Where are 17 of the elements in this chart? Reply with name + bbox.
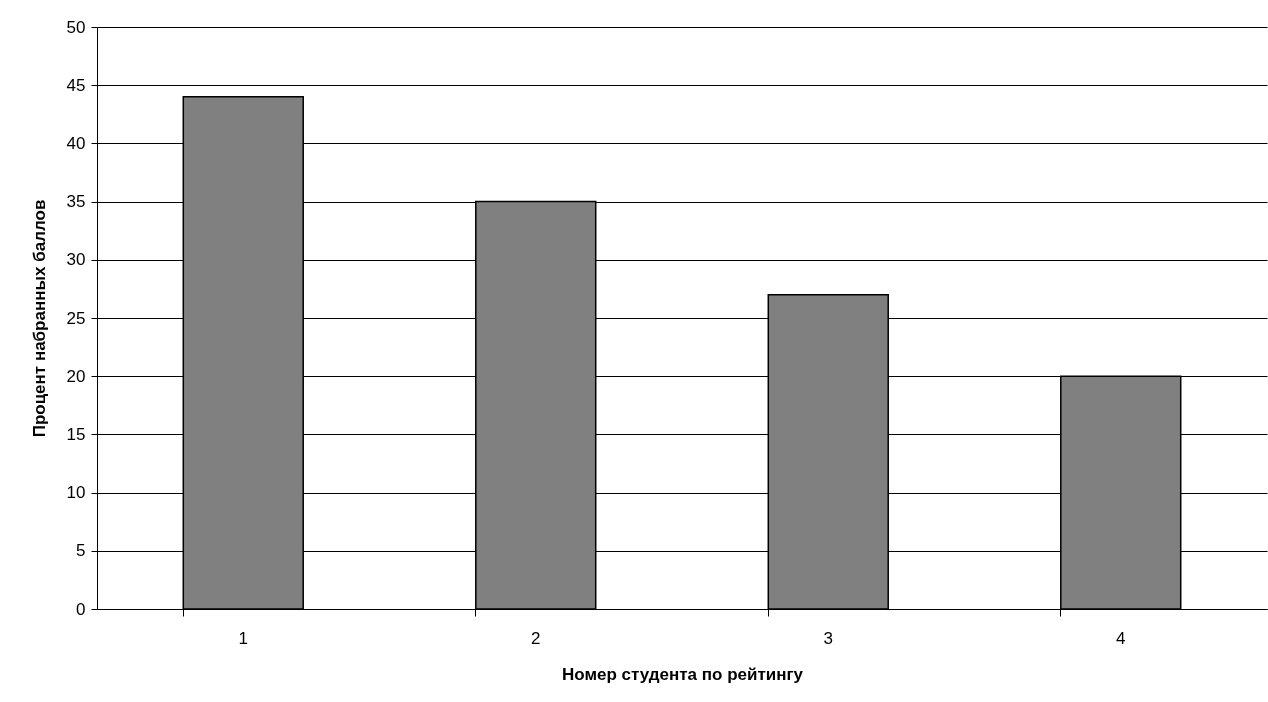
- y-tick-label: 30: [66, 250, 86, 270]
- x-tick-label: 4: [1116, 628, 1126, 648]
- y-tick-label: 35: [66, 192, 86, 212]
- y-axis-title: Процент набранных баллов: [29, 199, 49, 438]
- y-tick-label: 50: [66, 17, 86, 37]
- y-tick-label: 45: [66, 75, 86, 95]
- x-tick-label: 1: [238, 628, 248, 648]
- x-tick-label: 2: [531, 628, 541, 648]
- x-axis-title: Номер студента по рейтингу: [561, 664, 804, 684]
- x-tick-label: 3: [823, 628, 833, 648]
- y-tick-label: 10: [66, 483, 86, 503]
- y-tick-label: 40: [66, 133, 86, 153]
- y-tick-label: 5: [76, 541, 86, 561]
- y-tick-label: 15: [66, 424, 86, 444]
- y-tick-label: 0: [76, 599, 86, 619]
- y-tick-label: 25: [66, 308, 86, 328]
- y-tick-label: 20: [66, 366, 86, 386]
